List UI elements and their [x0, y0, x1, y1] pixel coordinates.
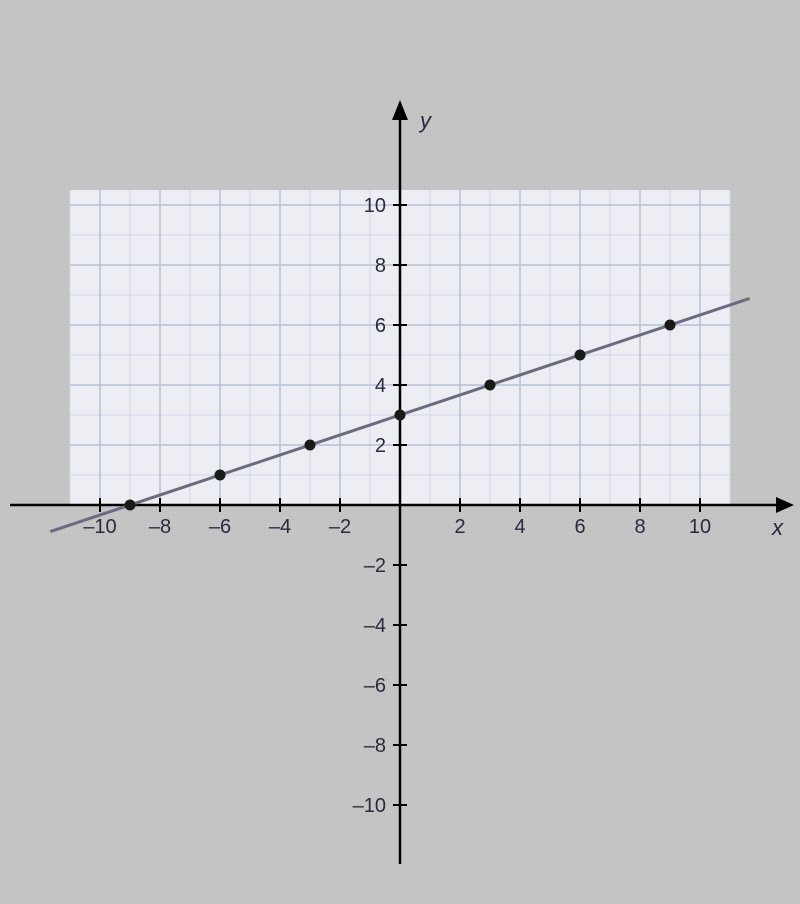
x-tick-label: 6: [574, 516, 585, 538]
y-tick-label: 8: [375, 255, 386, 277]
x-tick-label: –4: [269, 516, 291, 538]
y-tick-label: –4: [364, 615, 386, 637]
y-tick-label: –6: [364, 675, 386, 697]
x-tick-label: –6: [209, 516, 231, 538]
x-tick-label: –10: [83, 516, 116, 538]
x-tick-label: 4: [514, 516, 525, 538]
y-tick-label: 6: [375, 315, 386, 337]
x-tick-label: –2: [329, 516, 351, 538]
y-tick-label: –2: [364, 555, 386, 577]
x-tick-label: –8: [149, 516, 171, 538]
x-axis-label: x: [771, 515, 784, 540]
y-tick-label: 4: [375, 375, 386, 397]
x-tick-label: 10: [689, 516, 711, 538]
chart-svg: –10 –8 –6 –4 –2 2 4 6 8 10 –10 –8 –6 –4 –2 2 4 6 8 10 y x: [0, 0, 800, 904]
x-tick-label: 2: [454, 516, 465, 538]
y-tick-label: –10: [353, 795, 386, 817]
x-tick-label: 8: [634, 516, 645, 538]
y-tick-label: 2: [375, 435, 386, 457]
line-chart: –10 –8 –6 –4 –2 2 4 6 8 10 –10 –8 –6 –4 –2 2 4 6 8 10 y x: [0, 0, 800, 904]
y-axis-label: y: [418, 108, 433, 133]
y-tick-label: –8: [364, 735, 386, 757]
y-tick-label: 10: [364, 195, 386, 217]
